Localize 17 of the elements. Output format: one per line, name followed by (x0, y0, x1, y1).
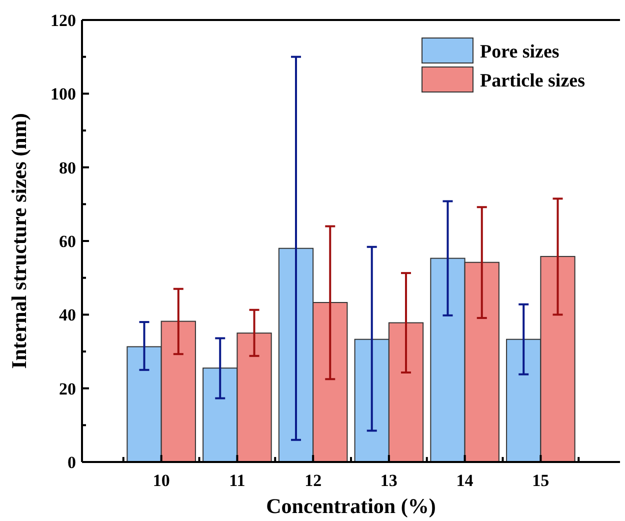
legend-label: Particle sizes (480, 70, 585, 92)
legend-label: Pore sizes (480, 42, 560, 63)
y-tick-label: 120 (50, 10, 76, 30)
x-tick-label: 14 (456, 471, 474, 490)
x-axis-title: Concentration (%) (266, 494, 436, 518)
y-tick-label: 60 (59, 232, 76, 251)
y-tick-label: 80 (59, 158, 76, 178)
y-tick-label: 0 (68, 452, 76, 472)
x-tick-label: 12 (304, 471, 322, 490)
x-tick-label: 10 (152, 471, 170, 490)
x-tick-label: 11 (229, 471, 246, 490)
x-tick-label: 15 (532, 471, 550, 490)
y-tick-label: 100 (50, 84, 76, 104)
x-tick-label: 13 (380, 471, 398, 490)
y-tick-label: 40 (59, 306, 76, 325)
y-tick-label: 20 (59, 379, 76, 398)
y-axis-title: Internal structure sizes (nm) (7, 113, 31, 369)
